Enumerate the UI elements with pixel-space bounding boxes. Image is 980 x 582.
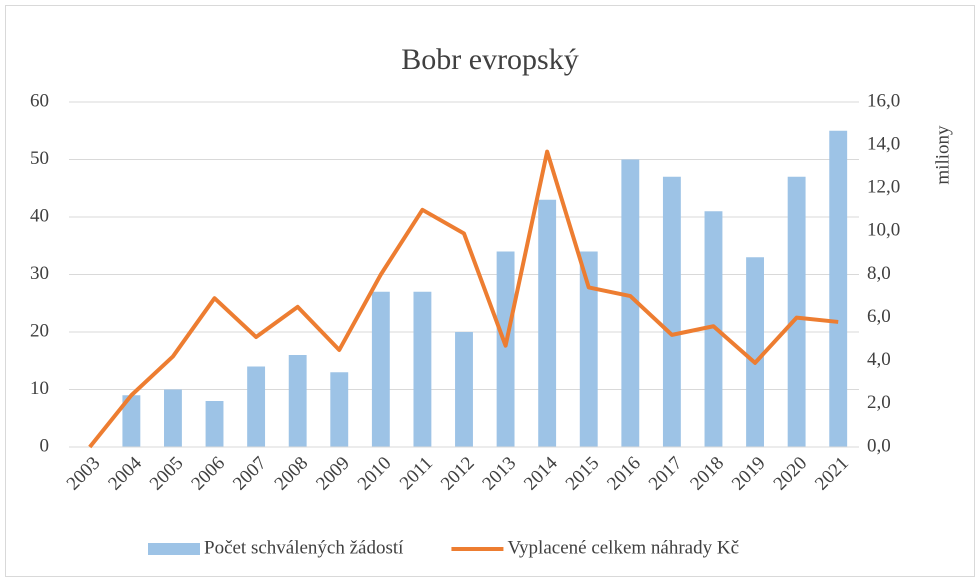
line-series <box>88 149 839 449</box>
y2-tick-label: 8,0 <box>867 263 891 284</box>
bar <box>413 291 432 447</box>
bar <box>579 251 598 447</box>
bar <box>496 251 515 447</box>
y2-tick-label: 10,0 <box>867 220 900 241</box>
bar <box>288 355 307 447</box>
chart-title: Bobr evropský <box>401 43 578 76</box>
bar <box>247 366 266 447</box>
bar <box>205 401 224 447</box>
y-tick-label: 10 <box>30 378 49 399</box>
y2-tick-label: 2,0 <box>867 392 891 413</box>
bar <box>371 291 390 447</box>
y2-tick-label: 6,0 <box>867 306 891 327</box>
y-tick-label: 60 <box>30 90 49 111</box>
chart-frame <box>5 5 975 577</box>
bar <box>122 395 141 447</box>
y-tick-label: 30 <box>30 263 49 284</box>
y2-tick-label: 4,0 <box>867 349 891 370</box>
y2-tick-label: 0,0 <box>867 435 891 456</box>
y2-tick-label: 12,0 <box>867 177 900 198</box>
y-tick-label: 40 <box>30 205 49 226</box>
y2-axis-label: miliony <box>932 125 953 185</box>
bar <box>662 176 681 447</box>
bar <box>787 176 806 447</box>
y-tick-label: 20 <box>30 320 49 341</box>
bar <box>164 389 182 447</box>
bar <box>538 199 557 447</box>
bar <box>829 130 848 447</box>
bar <box>704 211 723 447</box>
bar <box>746 257 764 447</box>
y2-tick-label: 14,0 <box>867 133 900 154</box>
y-tick-label: 0 <box>40 435 50 456</box>
legend-label: Vyplacené celkem náhrady Kč <box>507 537 739 558</box>
bar <box>330 372 349 447</box>
bar <box>621 159 640 447</box>
y2-tick-label: 16,0 <box>867 90 900 111</box>
legend-swatch <box>148 543 200 555</box>
bar <box>455 332 473 447</box>
legend-label: Počet schválených žádostí <box>204 537 404 558</box>
y-tick-label: 50 <box>30 148 49 169</box>
